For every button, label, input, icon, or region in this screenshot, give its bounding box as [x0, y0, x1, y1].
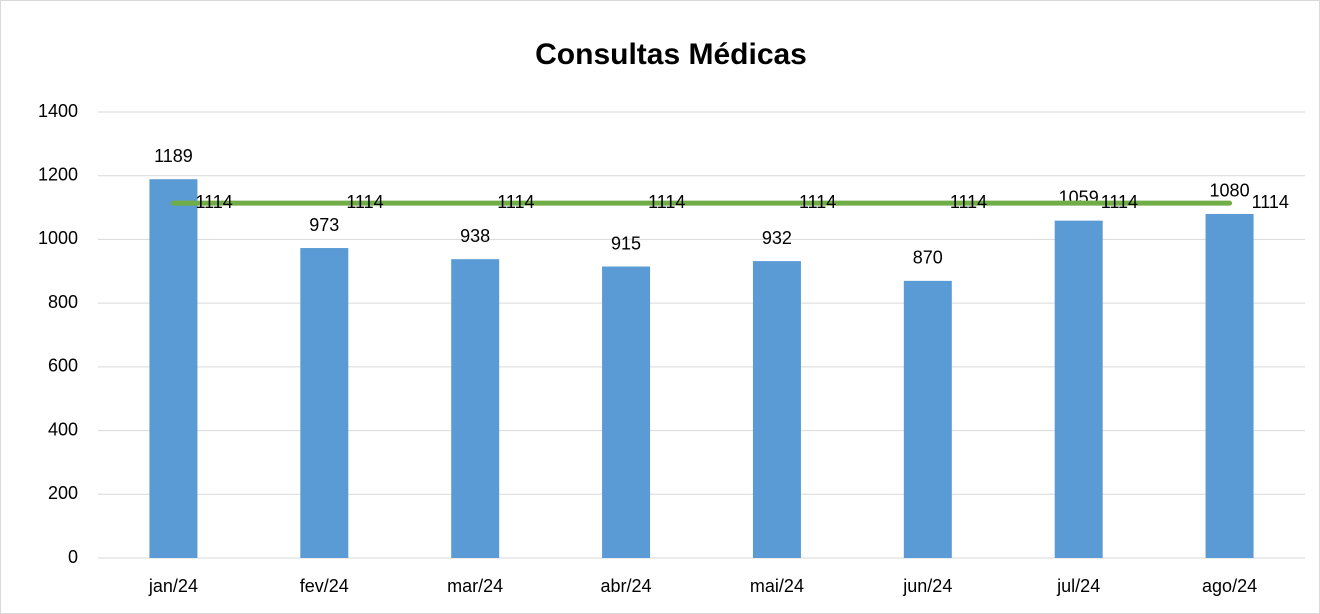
- bar: [903, 280, 952, 558]
- data-label: 1114: [950, 192, 987, 212]
- data-label: 915: [611, 233, 641, 253]
- data-label: 1114: [799, 192, 836, 212]
- bar: [752, 261, 801, 558]
- data-label: 973: [309, 215, 339, 235]
- x-tick-label: jun/24: [902, 576, 952, 596]
- y-tick-label: 1200: [38, 164, 78, 184]
- y-tick-label: 600: [48, 356, 78, 376]
- bar: [602, 266, 651, 558]
- x-tick-label: mai/24: [750, 576, 804, 596]
- data-label: 932: [762, 228, 792, 248]
- bar: [300, 248, 349, 558]
- data-label: 1114: [1252, 192, 1289, 212]
- bar: [1054, 220, 1103, 558]
- y-tick-label: 800: [48, 292, 78, 312]
- data-label: 1189: [154, 146, 193, 166]
- data-label: 1114: [497, 192, 534, 212]
- x-tick-label: ago/24: [1202, 576, 1257, 596]
- x-tick-label: jan/24: [148, 576, 198, 596]
- y-tick-label: 0: [68, 547, 78, 567]
- data-label: 870: [913, 248, 943, 268]
- bar: [149, 179, 198, 558]
- y-tick-label: 1400: [38, 101, 78, 121]
- data-label: 938: [460, 226, 490, 246]
- data-label: 1114: [648, 192, 685, 212]
- x-tick-label: jul/24: [1056, 576, 1100, 596]
- data-label: 1114: [1101, 192, 1138, 212]
- bar: [1205, 213, 1254, 558]
- data-label: 1114: [346, 192, 383, 212]
- x-tick-label: mar/24: [447, 576, 503, 596]
- y-tick-label: 400: [48, 419, 78, 439]
- y-tick-label: 200: [48, 483, 78, 503]
- x-tick-label: fev/24: [300, 576, 349, 596]
- data-label: 1080: [1210, 181, 1250, 201]
- y-tick-label: 1000: [38, 228, 78, 248]
- data-label: 1114: [195, 192, 232, 212]
- x-tick-label: abr/24: [601, 576, 652, 596]
- bar: [451, 259, 500, 558]
- chart-title: Consultas Médicas: [535, 38, 807, 71]
